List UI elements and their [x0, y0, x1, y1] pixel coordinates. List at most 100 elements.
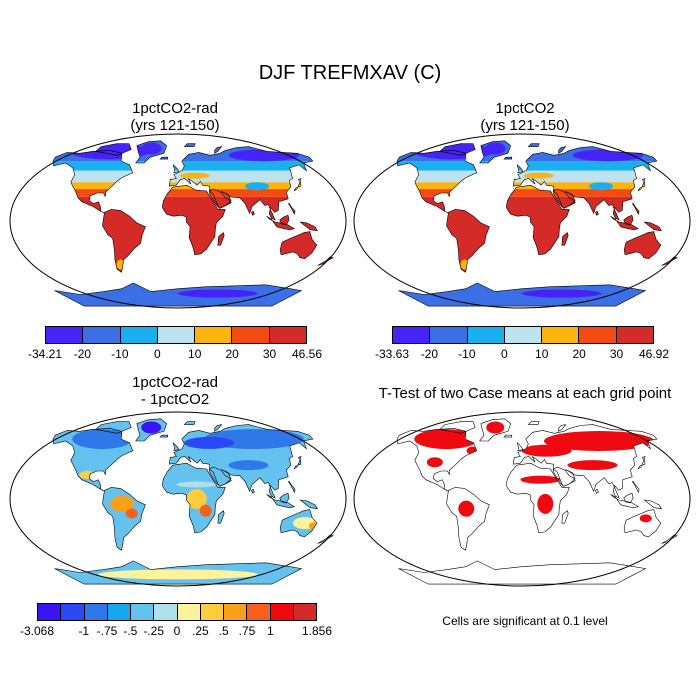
map-frame: [9, 411, 347, 587]
coastline-newguinea: [299, 221, 318, 232]
coastline-srilanka: [251, 488, 255, 494]
coastline-japan: [637, 456, 646, 470]
colorbar-tick-label: -33.63: [374, 347, 410, 361]
map-panel-bottom-left: [9, 411, 347, 587]
figure-title: DJF TREFMXAV (C): [258, 62, 442, 84]
coastline-borneo: [279, 492, 290, 504]
coastline-northamerica: [396, 428, 478, 492]
colorbar-box: [46, 327, 84, 343]
colorbar-tick-label: 20: [572, 347, 586, 361]
sig-patch-eurasia: [543, 431, 654, 451]
coastline-northamerica: [52, 150, 134, 214]
colorbar-tick-label: 10: [535, 347, 549, 361]
colorbar-tick-label: .25: [191, 624, 209, 638]
colorbar-box: [430, 327, 468, 343]
coastline-indonesia1: [266, 493, 296, 509]
coastline-greenland: [135, 418, 167, 442]
map-frame: [9, 133, 347, 309]
colorbar-box: [232, 327, 270, 343]
map-panel-bottom-right: [353, 411, 691, 587]
coastline-indonesia1: [610, 493, 640, 509]
panel-title-top-right-line1: 1pctCO2: [495, 100, 555, 117]
sig-patch-asia: [567, 460, 618, 471]
colorbar-box: [131, 604, 155, 620]
land-patch-us: [418, 173, 449, 182]
colorbar-tick-label: 0: [173, 624, 181, 638]
colorbar-tick-label: 30: [262, 347, 277, 361]
coastline-africa: [505, 184, 570, 256]
coastline-srilanka: [251, 210, 255, 216]
coastline-madagascar: [561, 510, 569, 524]
colorbar-box: [224, 604, 248, 620]
coastline-antarctica: [54, 560, 303, 585]
land-patch-central-asia: [228, 460, 269, 471]
coastline-philippines: [287, 203, 296, 216]
coastline-uk: [172, 442, 180, 452]
colorbar-boxes: [45, 326, 307, 344]
colorbar-top-left: -34.21 -20 -10 0 10 20 30 46.56: [28, 326, 322, 362]
colorbar-box: [177, 604, 201, 620]
colorbar-box: [270, 604, 294, 620]
land-band-cold: [53, 161, 334, 171]
map-frame: [353, 133, 691, 309]
coastline-madagascar: [217, 232, 225, 246]
coastline-novaya: [558, 146, 567, 154]
colorbar-tick-label: 20: [225, 347, 239, 361]
land-patch-us: [74, 173, 105, 182]
land-patch-europe: [179, 172, 210, 179]
coastline-uk: [516, 164, 524, 174]
colorbar-boxes: [392, 326, 654, 344]
coastline-philippines: [631, 481, 640, 494]
coastline-madagascar: [561, 232, 569, 246]
coastline-borneo: [279, 214, 290, 226]
coastline-africa: [505, 462, 570, 534]
coastline-borneo: [623, 214, 634, 226]
colorbar-box: [616, 327, 653, 343]
colorbar-box: [467, 327, 505, 343]
coastline-southamerica: [102, 487, 146, 551]
land-patch-greenland: [141, 142, 162, 155]
coastline-arctic_islands: [439, 421, 476, 434]
coastline-indonesia1: [266, 215, 296, 231]
colorbar-tick-label: 0: [153, 347, 161, 361]
land-patch-greenland: [141, 421, 162, 434]
coastline-arabia_fix: [208, 188, 232, 209]
coastline-svalbard: [183, 143, 196, 147]
colorbar-tick-label: -.25: [143, 624, 164, 638]
coastline-antarctica: [398, 282, 647, 307]
map-panel-top-left: [9, 133, 347, 309]
sig-patch-usa: [426, 457, 443, 468]
coastline-srilanka: [595, 488, 599, 494]
coastline-svalbard: [527, 421, 540, 425]
coastline-uk: [172, 164, 180, 174]
coastline-novaya: [214, 424, 223, 432]
land-patch-greenland: [485, 142, 506, 155]
sig-patch-africa: [537, 493, 554, 514]
colorbar-box: [38, 604, 62, 620]
panel-title-bottom-left-line2: - 1pctCO2: [140, 391, 210, 408]
coastline-southamerica: [446, 487, 490, 551]
coastline-philippines: [287, 481, 296, 494]
colorbar-box: [579, 327, 617, 343]
panel-title-bottom-left: 1pctCO2-rad - 1pctCO2: [0, 374, 350, 408]
colorbar-tick-label: 46.92: [638, 347, 670, 361]
land-band-warm: [397, 189, 678, 197]
coastline-iceland: [159, 156, 169, 160]
coastline-philippines: [631, 203, 640, 216]
coastline-newguinea: [299, 499, 318, 510]
colorbar-tick-label: -20: [73, 347, 92, 361]
land-patch-amazon: [110, 495, 135, 512]
land-patch-antarctica: [98, 569, 258, 580]
land-patch-brazil: [125, 508, 138, 519]
land-patch-east-africa: [199, 504, 212, 517]
panel-title-top-left-line2: (yrs 121-150): [130, 117, 220, 134]
colorbar-bottom-left: -3.068 -1 -.75 -.5 -.25 0 .25 .5 .75 1 1.856: [20, 603, 332, 639]
colorbar-tick-label: -20: [420, 347, 439, 361]
colorbar-box: [107, 604, 131, 620]
land-patch-central-africa: [186, 489, 207, 509]
coastline-svalbard: [183, 421, 196, 425]
coastline-arctic_islands: [95, 421, 132, 434]
coastline-arabia_fix: [552, 466, 576, 487]
colorbar-box: [157, 327, 196, 343]
sig-patch-greenland: [486, 421, 505, 434]
